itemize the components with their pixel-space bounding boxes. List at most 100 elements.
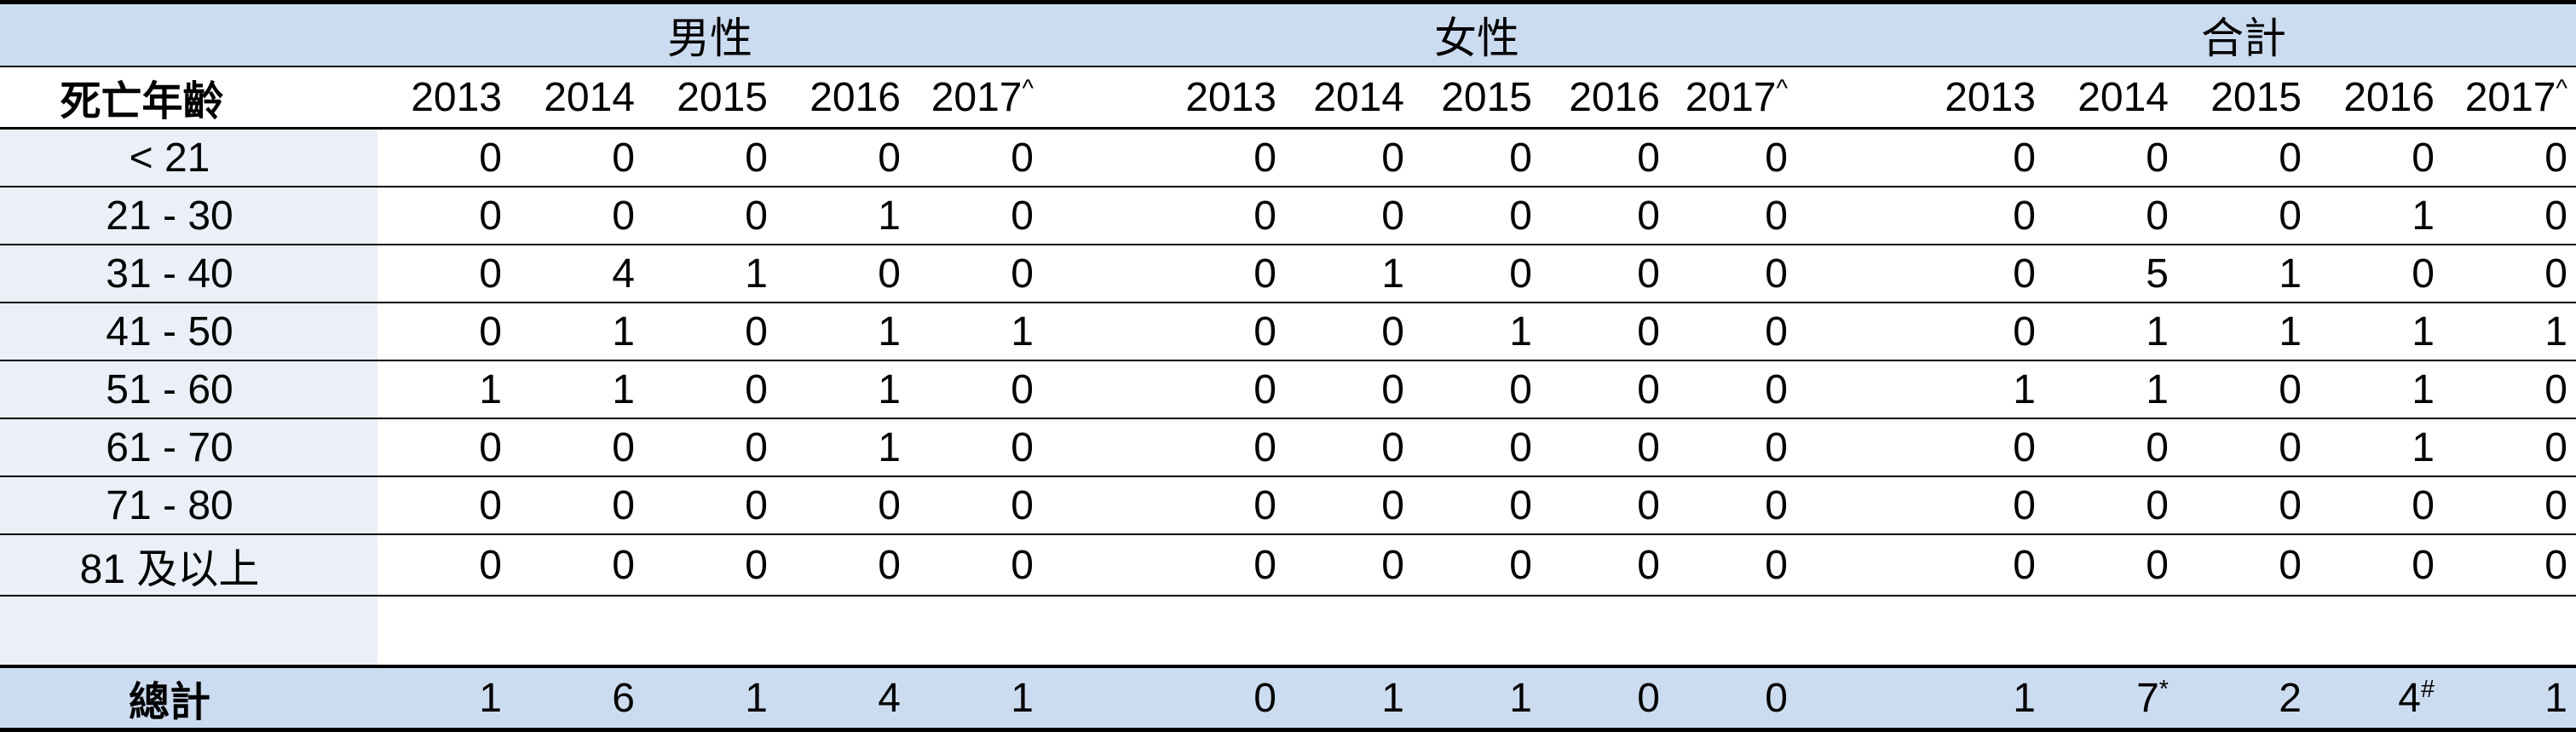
year-header-male-2016: 2016 [776, 66, 909, 130]
cell-total-2016: 0 [2310, 476, 2443, 535]
year-header-total-2016: 2016 [2310, 66, 2443, 130]
cell-female-2017: 0 [1668, 476, 1796, 535]
cell-female-2013: 0 [1157, 187, 1285, 245]
cell-total-2016: 0 [2310, 128, 2443, 187]
cell-total-2014: 0 [2044, 128, 2177, 187]
year-header-male-2017-value: 2017 [931, 74, 1023, 120]
total-cell-total-2013: 1 [1911, 665, 2044, 732]
year-header-male-2015-value: 2015 [677, 74, 768, 120]
row-spacer [1796, 534, 1911, 597]
year-header-male-2016-value: 2016 [810, 74, 901, 120]
cell-total-2017: 0 [2443, 418, 2576, 477]
table-row: 81 及以上 0 0 0 0 0 0 0 0 0 0 0 0 0 0 0 [0, 534, 2576, 597]
cell-male-2013: 0 [377, 187, 510, 245]
total-cell-female-2015-value: 1 [1509, 675, 1532, 721]
total-cell-total-2014-footnote-mark: * [2158, 675, 2169, 703]
total-cell-male-2015: 1 [643, 665, 776, 732]
cell-total-2015: 0 [2177, 360, 2310, 419]
cell-male-2016: 1 [776, 303, 909, 361]
cell-female-2013: 0 [1157, 128, 1285, 187]
cell-male-2017: 0 [909, 534, 1042, 597]
cell-total-2014: 5 [2044, 245, 2177, 303]
cell-male-2017: 0 [909, 476, 1042, 535]
year-header-female-2017-footnote-mark: ^ [1776, 74, 1788, 102]
row-spacer [1042, 418, 1157, 477]
total-cell-total-2017-value: 1 [2544, 675, 2567, 721]
cell-male-2014: 4 [510, 245, 643, 303]
cell-total-2014: 0 [2044, 187, 2177, 245]
header-spacer [1796, 66, 1911, 130]
cell-total-2015: 0 [2177, 187, 2310, 245]
year-header-female-2015: 2015 [1413, 66, 1541, 130]
total-cell-male-2017-value: 1 [1011, 675, 1034, 721]
year-header-male-2015: 2015 [643, 66, 776, 130]
corner-cell [0, 0, 377, 67]
cell-male-2015: 0 [643, 418, 776, 477]
cell-male-2017: 0 [909, 245, 1042, 303]
cell-female-2014: 0 [1285, 360, 1413, 419]
group-header-male: 男性 [377, 0, 1042, 67]
row-spacer [1796, 303, 1911, 361]
cell-total-2013: 0 [1911, 245, 2044, 303]
year-header-male-2017-footnote-mark: ^ [1022, 74, 1034, 102]
cell-male-2013: 1 [377, 360, 510, 419]
year-header-total-2016-value: 2016 [2343, 74, 2435, 120]
cell-male-2016: 1 [776, 418, 909, 477]
year-header-female-2015-value: 2015 [1441, 74, 1532, 120]
group-header-row: 男性 女性 合計 [0, 0, 2576, 67]
cell-male-2014: 0 [510, 534, 643, 597]
year-header-female-2016-value: 2016 [1569, 74, 1660, 120]
cell-total-2016: 1 [2310, 418, 2443, 477]
cell-male-2014: 0 [510, 128, 643, 187]
year-header-total-2013: 2013 [1911, 66, 2044, 130]
row-spacer [1796, 245, 1911, 303]
cell-female-2015: 0 [1413, 534, 1541, 597]
year-header-male-2017: 2017^ [909, 66, 1042, 130]
cell-total-2015: 1 [2177, 303, 2310, 361]
row-spacer [1042, 476, 1157, 535]
cell-female-2013: 0 [1157, 476, 1285, 535]
total-cell-male-2015-value: 1 [745, 675, 768, 721]
cell-female-2014: 0 [1285, 476, 1413, 535]
label-column-spacer [0, 596, 377, 666]
cell-total-2013: 0 [1911, 534, 2044, 597]
cell-male-2016: 0 [776, 534, 909, 597]
total-spacer [1042, 665, 1157, 732]
total-cell-total-2015: 2 [2177, 665, 2310, 732]
spacer-row [0, 596, 2576, 666]
year-header-male-2013-value: 2013 [411, 74, 502, 120]
row-spacer [1042, 187, 1157, 245]
cell-male-2013: 0 [377, 418, 510, 477]
total-cell-male-2014-value: 6 [612, 675, 635, 721]
row-spacer [1796, 418, 1911, 477]
cell-total-2016: 1 [2310, 303, 2443, 361]
cell-total-2013: 0 [1911, 128, 2044, 187]
total-cell-male-2017: 1 [909, 665, 1042, 732]
cell-female-2015: 0 [1413, 128, 1541, 187]
cell-total-2014: 1 [2044, 303, 2177, 361]
cell-male-2015: 0 [643, 303, 776, 361]
cell-male-2014: 0 [510, 418, 643, 477]
year-header-female-2013: 2013 [1157, 66, 1285, 130]
cell-female-2016: 0 [1541, 476, 1668, 535]
year-header-total-2017-value: 2017 [2464, 74, 2556, 120]
table-row: 61 - 70 0 0 0 1 0 0 0 0 0 0 0 0 0 1 0 [0, 418, 2576, 477]
year-header-female-2013-value: 2013 [1185, 74, 1276, 120]
total-cell-male-2016-value: 4 [878, 675, 901, 721]
cell-total-2016: 0 [2310, 245, 2443, 303]
year-header-total-2014: 2014 [2044, 66, 2177, 130]
cell-total-2017: 0 [2443, 187, 2576, 245]
cell-female-2017: 0 [1668, 128, 1796, 187]
group-header-female: 女性 [1157, 0, 1796, 67]
cell-male-2016: 0 [776, 476, 909, 535]
cell-male-2014: 0 [510, 476, 643, 535]
total-cell-female-2017-value: 0 [1765, 675, 1788, 721]
cell-total-2017: 0 [2443, 360, 2576, 419]
cell-female-2013: 0 [1157, 245, 1285, 303]
total-cell-male-2013: 1 [377, 665, 510, 732]
cell-female-2015: 0 [1413, 418, 1541, 477]
year-header-male-2014: 2014 [510, 66, 643, 130]
cell-male-2017: 0 [909, 360, 1042, 419]
cell-male-2015: 0 [643, 534, 776, 597]
